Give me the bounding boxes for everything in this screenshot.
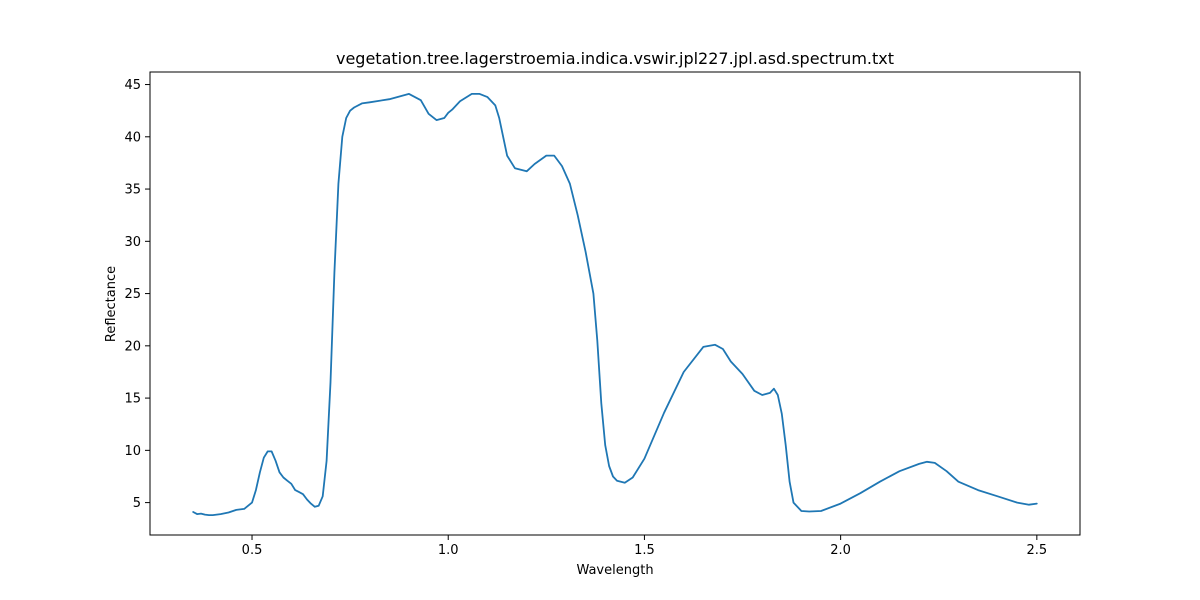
- y-tick-label: 5: [133, 496, 141, 511]
- y-tick-label: 45: [124, 78, 141, 93]
- chart-title: vegetation.tree.lagerstroemia.indica.vsw…: [336, 49, 894, 68]
- series-layer: [192, 93, 1038, 516]
- x-tick-label: 2.5: [1026, 543, 1047, 558]
- x-tick-label: 0.5: [242, 543, 263, 558]
- x-tick-label: 1.5: [634, 543, 655, 558]
- x-tick-label: 2.0: [830, 543, 851, 558]
- y-tick-label: 25: [124, 287, 141, 302]
- spectrum-series-line-0: [192, 93, 1038, 516]
- x-axis-title: Wavelength: [576, 563, 653, 578]
- y-axis: 5 10 15 20 25 30 35 40 45: [124, 78, 150, 511]
- y-tick-label: 40: [124, 130, 141, 145]
- y-tick-label: 35: [124, 183, 141, 198]
- y-tick-label: 20: [124, 339, 141, 354]
- y-tick-label: 15: [124, 392, 141, 407]
- x-axis: 0.5 1.0 1.5 2.0 2.5: [242, 535, 1047, 558]
- plot-area-frame: [149, 71, 1081, 536]
- x-tick-label: 1.0: [438, 543, 459, 558]
- y-axis-title: Reflectance: [104, 266, 119, 342]
- y-tick-label: 10: [124, 444, 141, 459]
- y-tick-label: 30: [124, 235, 141, 250]
